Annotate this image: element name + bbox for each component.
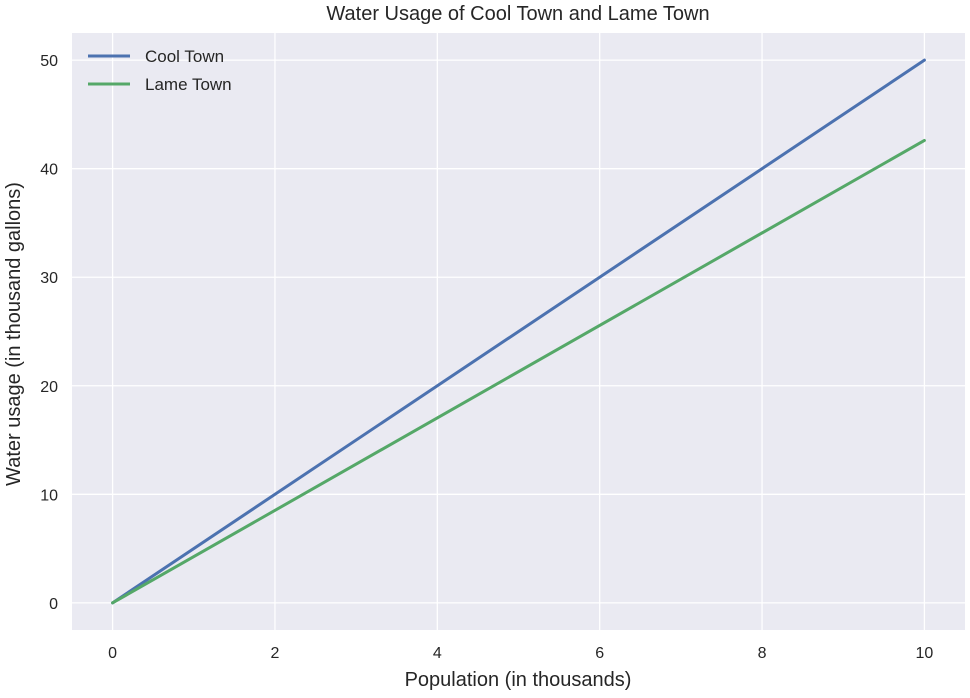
x-axis-label: Population (in thousands) [405, 669, 632, 691]
series-line-lame-town [111, 138, 926, 605]
x-tick-label: 2 [271, 645, 280, 662]
y-axis-label: Water usage (in thousand gallons) [3, 182, 25, 486]
legend-label-lame-town: Lame Town [145, 75, 232, 94]
x-tick-label: 10 [916, 645, 934, 662]
series-line-cool-town [111, 58, 926, 605]
y-tick-label: 30 [40, 270, 58, 287]
y-tick-label: 50 [40, 53, 58, 70]
y-tick-label: 20 [40, 379, 58, 396]
x-axis-ticks: 0 2 4 6 8 10 [108, 645, 933, 662]
series-group [111, 58, 926, 605]
legend: Cool Town Lame Town [88, 47, 232, 94]
x-tick-label: 4 [433, 645, 442, 662]
y-tick-label: 0 [49, 596, 58, 613]
x-tick-label: 0 [108, 645, 117, 662]
y-axis-ticks: 0 10 20 30 40 50 [40, 53, 58, 613]
y-tick-label: 10 [40, 487, 58, 504]
chart-title: Water Usage of Cool Town and Lame Town [326, 3, 709, 25]
x-tick-label: 8 [758, 645, 767, 662]
x-tick-label: 6 [595, 645, 604, 662]
grid [72, 33, 965, 630]
y-tick-label: 40 [40, 162, 58, 179]
legend-label-cool-town: Cool Town [145, 47, 224, 66]
